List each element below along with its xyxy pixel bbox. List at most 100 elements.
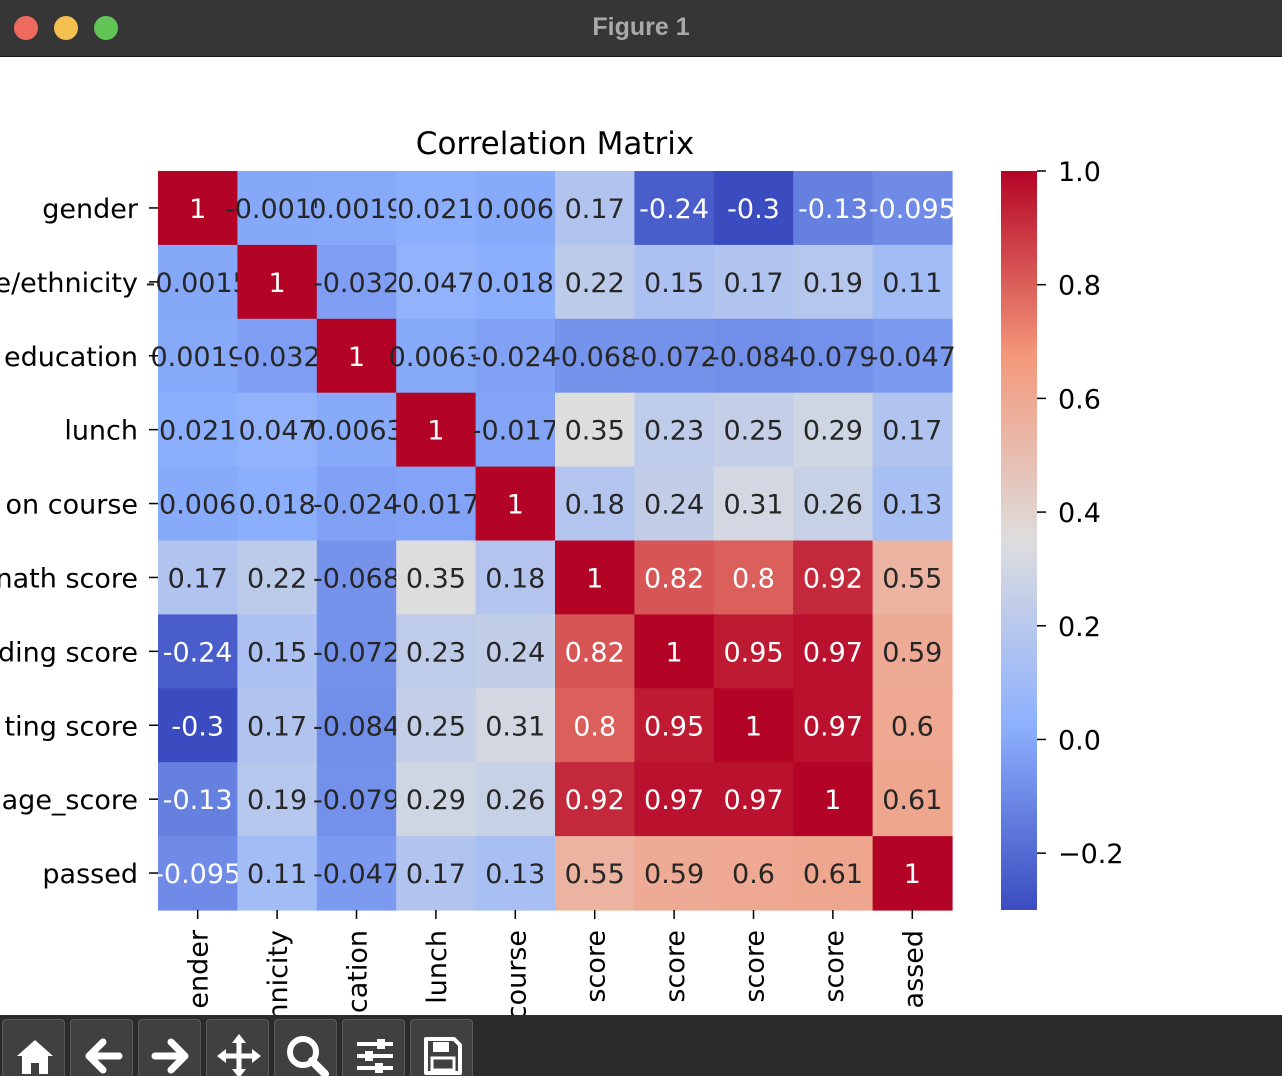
cell-annotation: 0.13: [485, 859, 545, 890]
heatmap-cell: [872, 762, 953, 837]
x-tick-label: score: [740, 930, 771, 1003]
cell-annotation: -0.079: [313, 785, 400, 816]
back-button[interactable]: [70, 1019, 133, 1076]
heatmap-cell: [396, 836, 477, 911]
heatmap-cell: [158, 688, 238, 763]
cell-annotation: 0.97: [644, 785, 704, 816]
heatmap-cell: [713, 392, 794, 468]
zoom-button[interactable]: [274, 1019, 337, 1076]
heatmap-cell: [793, 836, 874, 911]
heatmap-cell: [237, 171, 318, 246]
heatmap-cell: [634, 466, 715, 542]
cell-annotation: -0.072: [631, 342, 718, 373]
cell-annotation: 0.82: [644, 563, 704, 594]
save-floppy-icon: [424, 1037, 462, 1075]
cell-annotation: 0.17: [168, 563, 228, 594]
cell-annotation: 0.97: [803, 711, 863, 742]
heatmap-cell: [872, 392, 953, 468]
cell-annotation: 0.021: [397, 194, 474, 225]
cell-annotation: 0.047: [238, 416, 315, 447]
cell-annotation: 1: [586, 563, 603, 594]
heatmap-cell: [713, 540, 794, 615]
heatmap-cell: [237, 688, 318, 763]
heatmap-cell: [634, 762, 715, 837]
heatmap-cell: [872, 466, 953, 542]
home-button[interactable]: [2, 1019, 65, 1076]
chart-title: Correlation Matrix: [416, 126, 694, 162]
cell-annotation: 0.25: [723, 416, 783, 447]
cell-annotation: 0.82: [565, 637, 625, 668]
heatmap-cell: [237, 466, 318, 542]
colorbar-tick-label: 0.0: [1058, 725, 1101, 756]
heatmap-cell: [872, 318, 953, 394]
cell-annotation: -0.13: [798, 194, 868, 225]
zoom-window-button[interactable]: [94, 16, 118, 40]
close-button[interactable]: [14, 16, 38, 40]
heatmap-cell: [158, 466, 238, 542]
forward-arrow-icon: [151, 1038, 189, 1074]
heatmap-cell: [396, 171, 477, 246]
heatmap-cell: [872, 244, 953, 320]
y-tick-label: e/ethnicity: [0, 268, 138, 299]
cell-annotation: 0.8: [573, 711, 616, 742]
cell-annotation: 0.35: [406, 563, 466, 594]
heatmap-cell: [555, 688, 635, 763]
cell-annotation: -0.095: [869, 194, 956, 225]
cell-annotation: -0.084: [710, 342, 797, 373]
heatmap-cell: [713, 171, 794, 246]
cell-annotation: 0.0063: [309, 416, 403, 447]
cell-annotation: 1: [269, 268, 286, 299]
cell-annotation: -0.3: [171, 711, 224, 742]
heatmap-cell: [158, 392, 238, 468]
heatmap-cell: [555, 614, 635, 689]
heatmap-cell: [475, 836, 556, 911]
x-tick-label: cation: [343, 930, 374, 1013]
heatmap-cell: [793, 171, 874, 246]
colorbar-tick-label: 0.6: [1058, 384, 1101, 415]
cell-annotation: -0.0015: [225, 194, 329, 225]
colorbar-tick-label: 1.0: [1058, 157, 1101, 188]
cell-annotation: 0.17: [723, 268, 783, 299]
pan-button[interactable]: [206, 1019, 269, 1076]
cell-annotation: 1: [904, 859, 921, 890]
x-tick-label: ender: [184, 929, 215, 1008]
heatmap-cell: [555, 836, 635, 911]
heatmap-cell: [872, 540, 953, 615]
forward-button[interactable]: [138, 1019, 201, 1076]
configure-subplots-button[interactable]: [342, 1019, 405, 1076]
heatmap-cell: [158, 614, 238, 689]
save-button[interactable]: [410, 1019, 473, 1076]
cell-annotation: 0.0019: [150, 342, 244, 373]
title-bar[interactable]: Figure 1: [0, 0, 1282, 57]
heatmap-cell: [634, 614, 715, 689]
cell-annotation: -0.047: [869, 342, 956, 373]
heatmap-cell: [793, 762, 874, 837]
minimize-button[interactable]: [54, 16, 78, 40]
cell-annotation: 1: [189, 194, 206, 225]
cell-annotation: 0.15: [247, 637, 307, 668]
back-arrow-icon: [85, 1038, 123, 1074]
figure-canvas[interactable]: Correlation Matrix 1 -0.0015 0.0019 0.021 0.0…: [0, 57, 1282, 1015]
heatmap-cell: [396, 244, 477, 320]
cell-annotation: -0.084: [313, 711, 400, 742]
cell-annotation: -0.13: [163, 785, 233, 816]
cell-annotation: 0.17: [247, 711, 307, 742]
colorbar-tick-label: −0.2: [1058, 839, 1124, 870]
cell-annotation: 0.021: [159, 416, 236, 447]
cell-annotation: 1: [824, 785, 841, 816]
cell-annotation: 1: [427, 416, 444, 447]
heatmap-cell: [237, 614, 318, 689]
cell-annotation: 0.55: [565, 859, 625, 890]
heatmap-cell: [793, 466, 874, 542]
cell-annotation: 0.22: [247, 563, 307, 594]
cell-annotation: -0.024: [472, 342, 559, 373]
cell-annotation: -0.047: [313, 859, 400, 890]
heatmap-cell: [396, 688, 477, 763]
x-tick-label: lunch: [422, 930, 453, 1004]
heatmap-cell: [158, 836, 238, 911]
pan-move-icon: [217, 1034, 261, 1076]
cell-annotation: 0.26: [485, 785, 545, 816]
heatmap-cell: [316, 836, 397, 911]
heatmap-cell: [475, 614, 556, 689]
